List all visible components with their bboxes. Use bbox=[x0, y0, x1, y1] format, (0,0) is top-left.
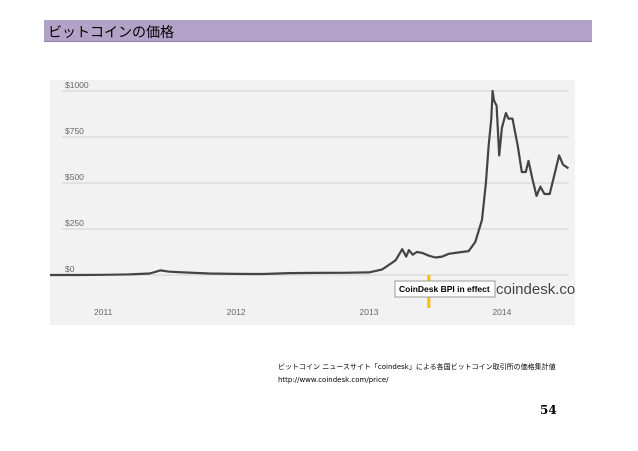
chart-caption: ビットコイン ニュースサイト「coindesk」による各国ビットコイン取引所の価… bbox=[278, 361, 556, 387]
y-tick-label: $750 bbox=[65, 126, 84, 136]
caption-line-1: ビットコイン ニュースサイト「coindesk」による各国ビットコイン取引所の価… bbox=[278, 363, 556, 371]
x-tick-label: 2012 bbox=[227, 307, 246, 317]
price-chart-svg: $1000 $750 $500 $250 $0 2011 2012 2013 2014 Coi… bbox=[50, 80, 575, 325]
x-tick-label: 2011 bbox=[94, 307, 113, 317]
y-tick-label: $250 bbox=[65, 218, 84, 228]
slide-title: ビットコインの価格 bbox=[48, 25, 174, 41]
y-tick-label: $0 bbox=[65, 264, 75, 274]
slide-title-bar: ビットコインの価格 bbox=[44, 20, 592, 42]
y-axis-ticks: $1000 $750 $500 $250 $0 bbox=[65, 80, 89, 274]
annotation-box bbox=[394, 280, 496, 298]
price-series-line bbox=[50, 89, 570, 277]
y-tick-label: $1000 bbox=[65, 80, 89, 90]
annotation-label: CoinDesk BPI in effect bbox=[399, 284, 490, 294]
y-tick-label: $500 bbox=[65, 172, 84, 182]
grid-lines bbox=[62, 90, 569, 276]
annotation-group: CoinDesk BPI in effect bbox=[394, 275, 496, 308]
caption-source-url: http://www.coindesk.com/price/ bbox=[278, 376, 389, 384]
page-number: 54 bbox=[540, 403, 557, 417]
coindesk-watermark: coindesk.com bbox=[496, 281, 575, 298]
x-tick-label: 2013 bbox=[360, 307, 379, 317]
x-tick-label: 2014 bbox=[492, 307, 511, 317]
price-chart: $1000 $750 $500 $250 $0 2011 2012 2013 2014 Coi… bbox=[50, 80, 575, 325]
x-axis-ticks: 2011 2012 2013 2014 bbox=[94, 307, 512, 317]
